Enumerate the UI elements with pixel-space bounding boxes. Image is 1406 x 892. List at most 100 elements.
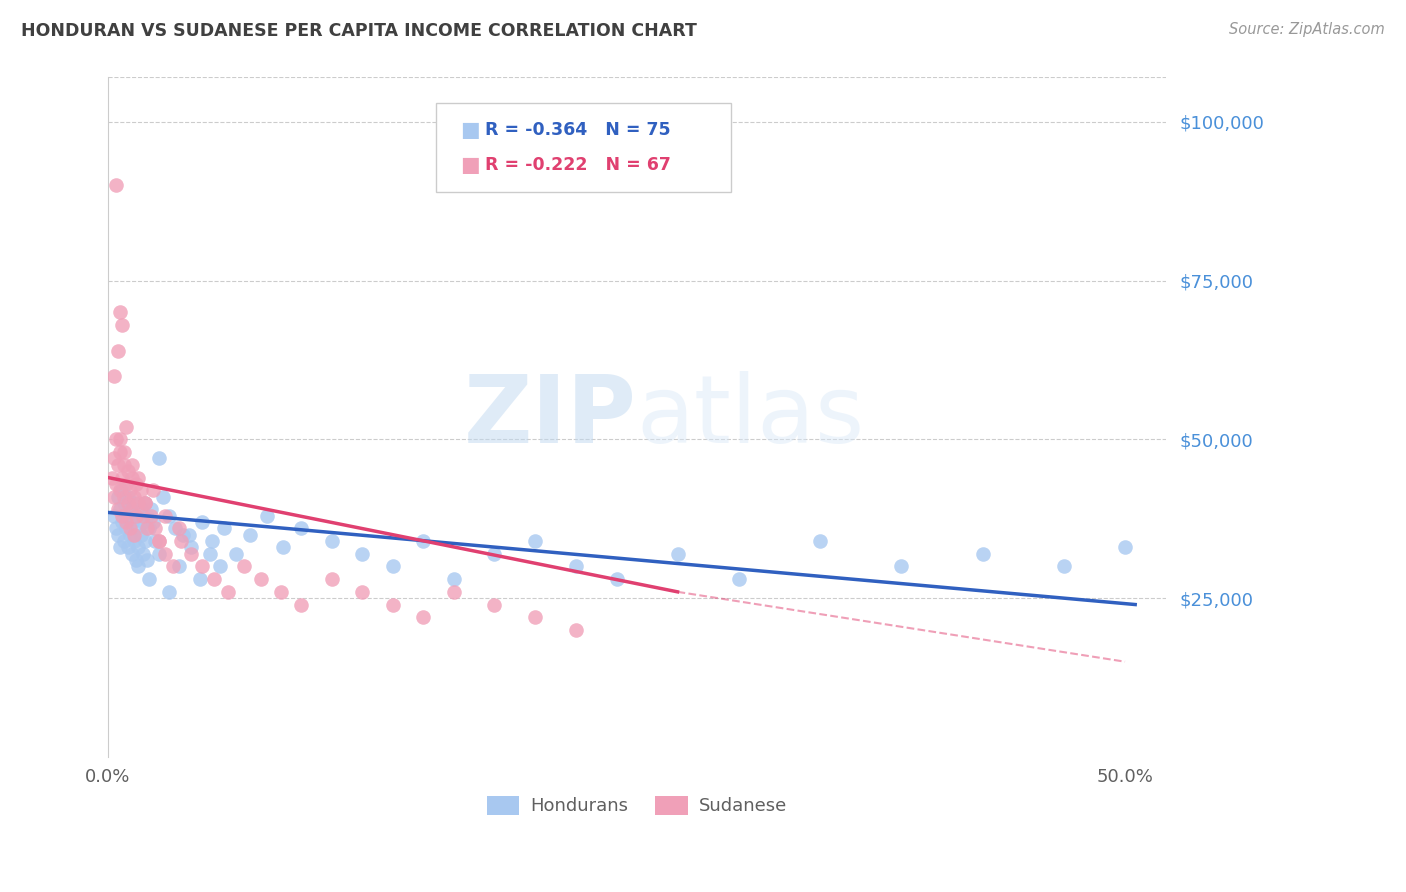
Point bbox=[108, 433, 131, 447]
Point bbox=[134, 496, 156, 510]
Point bbox=[107, 490, 129, 504]
Point bbox=[139, 502, 162, 516]
Point bbox=[111, 318, 134, 332]
Point bbox=[135, 508, 157, 523]
Point bbox=[180, 547, 202, 561]
Point bbox=[180, 541, 202, 555]
Point bbox=[290, 521, 312, 535]
Point bbox=[666, 547, 689, 561]
Point bbox=[212, 521, 235, 535]
Point bbox=[167, 559, 190, 574]
Point bbox=[105, 476, 128, 491]
Point bbox=[162, 559, 184, 574]
Point bbox=[117, 490, 139, 504]
Point bbox=[443, 572, 465, 586]
Point bbox=[107, 458, 129, 472]
Point bbox=[139, 508, 162, 523]
Point bbox=[256, 508, 278, 523]
Point bbox=[103, 490, 125, 504]
Point bbox=[135, 521, 157, 535]
Point bbox=[125, 508, 148, 523]
Point bbox=[131, 547, 153, 561]
Point bbox=[101, 470, 124, 484]
Point bbox=[134, 534, 156, 549]
Point bbox=[157, 508, 180, 523]
Point bbox=[112, 490, 135, 504]
Point bbox=[321, 534, 343, 549]
Point bbox=[112, 496, 135, 510]
Point bbox=[112, 534, 135, 549]
Point bbox=[352, 547, 374, 561]
Point bbox=[111, 483, 134, 498]
Point bbox=[972, 547, 994, 561]
Point bbox=[108, 445, 131, 459]
Point bbox=[134, 496, 156, 510]
Text: ZIP: ZIP bbox=[464, 371, 637, 463]
Point bbox=[271, 541, 294, 555]
Point bbox=[124, 496, 146, 510]
Point bbox=[172, 527, 194, 541]
Point bbox=[412, 534, 434, 549]
Point bbox=[105, 433, 128, 447]
Point bbox=[188, 572, 211, 586]
Point bbox=[153, 508, 176, 523]
Point bbox=[103, 451, 125, 466]
Point bbox=[148, 534, 170, 549]
Point bbox=[121, 515, 143, 529]
Point bbox=[412, 610, 434, 624]
Point bbox=[321, 572, 343, 586]
Point bbox=[190, 559, 212, 574]
Text: Source: ZipAtlas.com: Source: ZipAtlas.com bbox=[1229, 22, 1385, 37]
Point bbox=[727, 572, 749, 586]
Point bbox=[115, 515, 138, 529]
Point bbox=[125, 508, 148, 523]
Point bbox=[111, 508, 134, 523]
Point bbox=[157, 584, 180, 599]
Point bbox=[125, 476, 148, 491]
Point bbox=[270, 584, 292, 599]
Point bbox=[111, 515, 134, 529]
Point bbox=[115, 419, 138, 434]
Point bbox=[201, 534, 224, 549]
Point bbox=[128, 559, 150, 574]
Point bbox=[112, 458, 135, 472]
Point bbox=[128, 541, 150, 555]
Point bbox=[148, 451, 170, 466]
Point bbox=[128, 521, 150, 535]
Point bbox=[143, 534, 166, 549]
Point bbox=[108, 483, 131, 498]
Point bbox=[179, 527, 201, 541]
Text: ■: ■ bbox=[460, 120, 479, 139]
Point bbox=[524, 610, 547, 624]
Point bbox=[108, 305, 131, 319]
Point bbox=[153, 547, 176, 561]
Point bbox=[103, 508, 125, 523]
Text: atlas: atlas bbox=[637, 371, 865, 463]
Point bbox=[142, 515, 165, 529]
Point bbox=[120, 527, 142, 541]
Point bbox=[107, 527, 129, 541]
Point bbox=[208, 559, 231, 574]
Point bbox=[111, 470, 134, 484]
Point bbox=[115, 521, 138, 535]
Point bbox=[124, 490, 146, 504]
Point bbox=[217, 584, 239, 599]
Point bbox=[381, 559, 404, 574]
Text: R = -0.364   N = 75: R = -0.364 N = 75 bbox=[485, 120, 671, 138]
Point bbox=[128, 496, 150, 510]
Point bbox=[170, 534, 193, 549]
Point bbox=[120, 502, 142, 516]
Point bbox=[129, 527, 152, 541]
Point bbox=[190, 515, 212, 529]
Point bbox=[352, 584, 374, 599]
Point bbox=[115, 476, 138, 491]
Point bbox=[565, 559, 588, 574]
Point bbox=[1114, 541, 1136, 555]
Point bbox=[167, 521, 190, 535]
Point bbox=[131, 515, 153, 529]
Text: ■: ■ bbox=[460, 155, 479, 175]
Point bbox=[129, 502, 152, 516]
Point bbox=[120, 521, 142, 535]
Point bbox=[198, 547, 221, 561]
Point bbox=[131, 508, 153, 523]
